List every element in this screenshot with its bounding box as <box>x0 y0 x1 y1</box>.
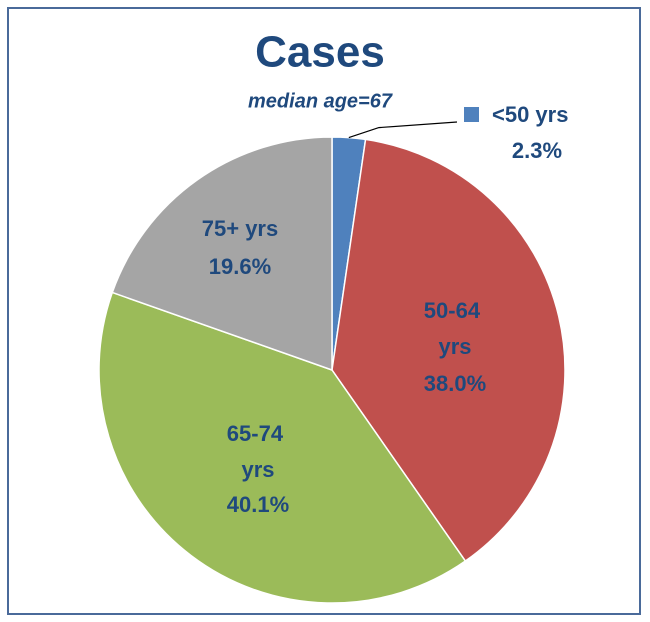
pie-slice <box>111 136 333 372</box>
value-label: 40.1% <box>227 492 289 517</box>
slice-label: <50 yrs <box>492 102 568 127</box>
value-label: 38.0% <box>424 371 486 396</box>
slice-label: 75+ yrs <box>202 216 278 241</box>
chart-title: Cases <box>255 28 385 77</box>
pie-slice <box>331 138 566 563</box>
pie-slice <box>98 291 467 604</box>
slice-label: 50-64 yrs <box>424 298 486 359</box>
chart-subtitle: median age=67 <box>248 90 393 112</box>
value-label: 19.6% <box>209 254 271 279</box>
legend-swatch <box>464 107 479 122</box>
slice-label: 65-74 yrs <box>227 421 289 482</box>
leader-line <box>348 121 458 139</box>
value-label: 2.3% <box>512 138 562 163</box>
